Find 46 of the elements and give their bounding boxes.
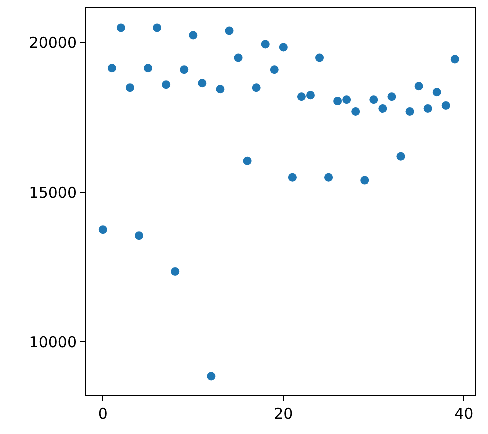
point bbox=[162, 80, 171, 90]
x-tick-label: 0 bbox=[98, 405, 108, 423]
point bbox=[442, 102, 450, 110]
point bbox=[252, 84, 261, 92]
x-tick-label: 40 bbox=[454, 405, 474, 423]
point bbox=[424, 104, 432, 114]
point bbox=[334, 97, 342, 106]
point bbox=[153, 24, 162, 32]
point bbox=[234, 54, 243, 62]
point bbox=[144, 64, 153, 73]
point bbox=[108, 64, 116, 73]
point bbox=[378, 104, 388, 114]
point bbox=[198, 79, 207, 88]
point bbox=[324, 173, 334, 182]
point bbox=[360, 176, 370, 185]
point bbox=[279, 43, 288, 52]
point bbox=[126, 84, 134, 92]
point bbox=[406, 108, 414, 116]
point bbox=[370, 96, 378, 104]
x-tick-label: 20 bbox=[274, 405, 294, 423]
point bbox=[270, 66, 279, 74]
point bbox=[180, 66, 189, 74]
point bbox=[189, 31, 198, 40]
y-tick-label: 10000 bbox=[29, 333, 77, 352]
point bbox=[306, 91, 315, 100]
point bbox=[216, 85, 225, 94]
y-tick-label: 20000 bbox=[29, 34, 77, 52]
y-tick-label: 15000 bbox=[29, 184, 77, 202]
point bbox=[388, 92, 396, 102]
point bbox=[342, 96, 352, 104]
point bbox=[98, 226, 108, 234]
point bbox=[414, 82, 424, 91]
point bbox=[352, 108, 360, 116]
point bbox=[450, 55, 460, 64]
point bbox=[432, 88, 442, 97]
point bbox=[396, 152, 406, 161]
point bbox=[288, 173, 297, 182]
point bbox=[207, 372, 216, 381]
point bbox=[135, 232, 144, 240]
point bbox=[297, 92, 306, 102]
point bbox=[316, 54, 324, 62]
point bbox=[243, 156, 252, 166]
point bbox=[116, 24, 126, 32]
point bbox=[261, 40, 270, 49]
point bbox=[171, 268, 180, 276]
point bbox=[225, 26, 234, 36]
